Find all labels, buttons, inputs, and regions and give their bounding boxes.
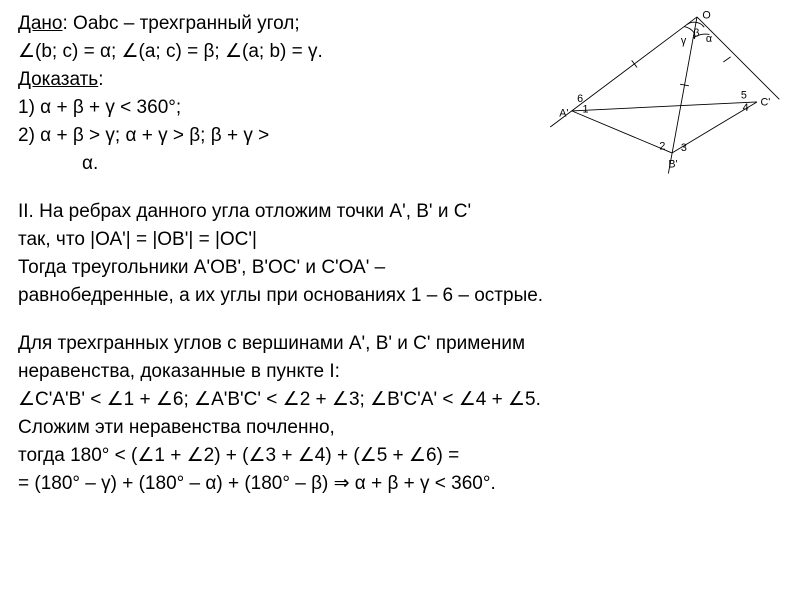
svg-text:5: 5	[741, 89, 747, 101]
svg-text:О: О	[702, 10, 710, 22]
p3-l5: тогда 180° < (∠1 + ∠2) + (∠3 + ∠4) + (∠5…	[18, 444, 548, 468]
given-line: Дано: Оаbс – трехгранный угол;	[18, 12, 548, 36]
svg-text:6: 6	[577, 93, 583, 105]
p3-l1: Для трехгранных углов с вершинами А', В'…	[18, 332, 548, 356]
trihedral-angle-diagram: О А' В' С' γβα 16 2 3 45	[538, 8, 788, 178]
p3-l4: Сложим эти неравенства почленно,	[18, 416, 548, 440]
svg-text:4: 4	[743, 102, 749, 114]
p2-l2: так, что |ОА'| = |ОВ'| = |ОС'|	[18, 228, 548, 252]
prove-colon: :	[98, 69, 103, 90]
given-rest: : Оаbс – трехгранный угол;	[63, 13, 300, 34]
prove-item-1: 1) α + β + γ < 360°;	[18, 96, 548, 120]
prove-item-2: 2) α + β > γ; α + γ > β; β + γ >	[18, 124, 548, 148]
prove-label: Доказать	[18, 69, 98, 90]
svg-text:А': А'	[559, 107, 568, 119]
svg-text:2: 2	[659, 140, 665, 152]
p3-l3: ∠С'А'В' < ∠1 + ∠6; ∠А'В'С' < ∠2 + ∠3; ∠В…	[18, 388, 548, 412]
p2-l3: Тогда треугольники А'ОВ', В'ОС' и С'ОА' …	[18, 256, 548, 280]
item2-body: α + β > γ; α + γ > β; β + γ >	[35, 125, 269, 146]
p3-l6: = (180° – γ) + (180° – α) + (180° – β) ⇒…	[18, 472, 548, 496]
angles-definition: ∠(b; c) = α; ∠(a; c) = β; ∠(a; b) = γ.	[18, 40, 548, 64]
svg-text:β: β	[693, 28, 699, 40]
paragraph-3: Для трехгранных углов с вершинами А', В'…	[18, 332, 548, 496]
prove-item-2-cont: α.	[18, 152, 548, 176]
paragraph-2: II. На ребрах данного угла отложим точки…	[18, 200, 548, 308]
svg-text:γ: γ	[681, 35, 687, 47]
given-label: Дано	[18, 13, 63, 34]
prove-line: Доказать:	[18, 68, 548, 92]
p2-l4: равнобедренные, а их углы при основаниях…	[18, 284, 548, 308]
item1-body: α + β + γ < 360°;	[35, 97, 181, 118]
svg-text:С': С'	[761, 97, 771, 109]
item1-num: 1)	[18, 97, 35, 118]
svg-text:В': В'	[668, 158, 677, 170]
svg-text:1: 1	[582, 104, 588, 116]
proof-text: Дано: Оаbс – трехгранный угол; ∠(b; c) =…	[18, 12, 548, 496]
svg-text:3: 3	[681, 142, 687, 154]
svg-text:α: α	[706, 33, 712, 45]
p3-l2: неравенства, доказанные в пункте I:	[18, 360, 548, 384]
item2-num: 2)	[18, 125, 35, 146]
p2-l1: II. На ребрах данного угла отложим точки…	[18, 200, 548, 224]
